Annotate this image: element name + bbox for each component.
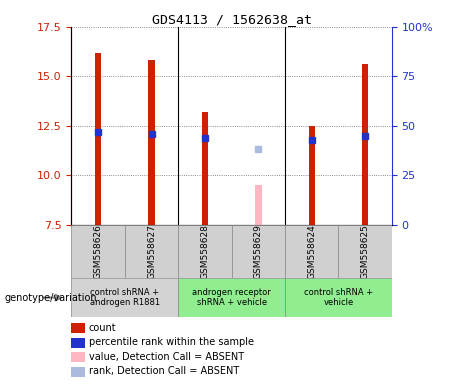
Bar xyxy=(148,61,155,225)
FancyBboxPatch shape xyxy=(231,225,285,278)
Text: genotype/variation: genotype/variation xyxy=(5,293,97,303)
Text: rank, Detection Call = ABSENT: rank, Detection Call = ABSENT xyxy=(89,366,239,376)
FancyBboxPatch shape xyxy=(71,278,178,317)
Text: GSM558627: GSM558627 xyxy=(147,224,156,279)
Bar xyxy=(95,53,101,225)
FancyBboxPatch shape xyxy=(178,225,231,278)
FancyBboxPatch shape xyxy=(178,278,285,317)
FancyBboxPatch shape xyxy=(285,225,338,278)
Text: GSM558629: GSM558629 xyxy=(254,224,263,279)
Text: percentile rank within the sample: percentile rank within the sample xyxy=(89,337,254,347)
Text: GSM558626: GSM558626 xyxy=(94,224,103,279)
Bar xyxy=(308,126,315,225)
Text: count: count xyxy=(89,323,117,333)
Bar xyxy=(255,185,261,225)
FancyBboxPatch shape xyxy=(285,278,392,317)
FancyBboxPatch shape xyxy=(338,225,392,278)
Title: GDS4113 / 1562638_at: GDS4113 / 1562638_at xyxy=(152,13,312,26)
Text: GSM558628: GSM558628 xyxy=(201,224,209,279)
Text: androgen receptor
shRNA + vehicle: androgen receptor shRNA + vehicle xyxy=(192,288,271,307)
Bar xyxy=(202,112,208,225)
FancyBboxPatch shape xyxy=(125,225,178,278)
Text: control shRNA +
androgen R1881: control shRNA + androgen R1881 xyxy=(90,288,160,307)
Text: GSM558625: GSM558625 xyxy=(361,224,370,279)
Text: GSM558624: GSM558624 xyxy=(307,224,316,279)
FancyBboxPatch shape xyxy=(71,225,125,278)
Text: value, Detection Call = ABSENT: value, Detection Call = ABSENT xyxy=(89,352,244,362)
Text: control shRNA +
vehicle: control shRNA + vehicle xyxy=(304,288,373,307)
Bar xyxy=(362,65,368,225)
